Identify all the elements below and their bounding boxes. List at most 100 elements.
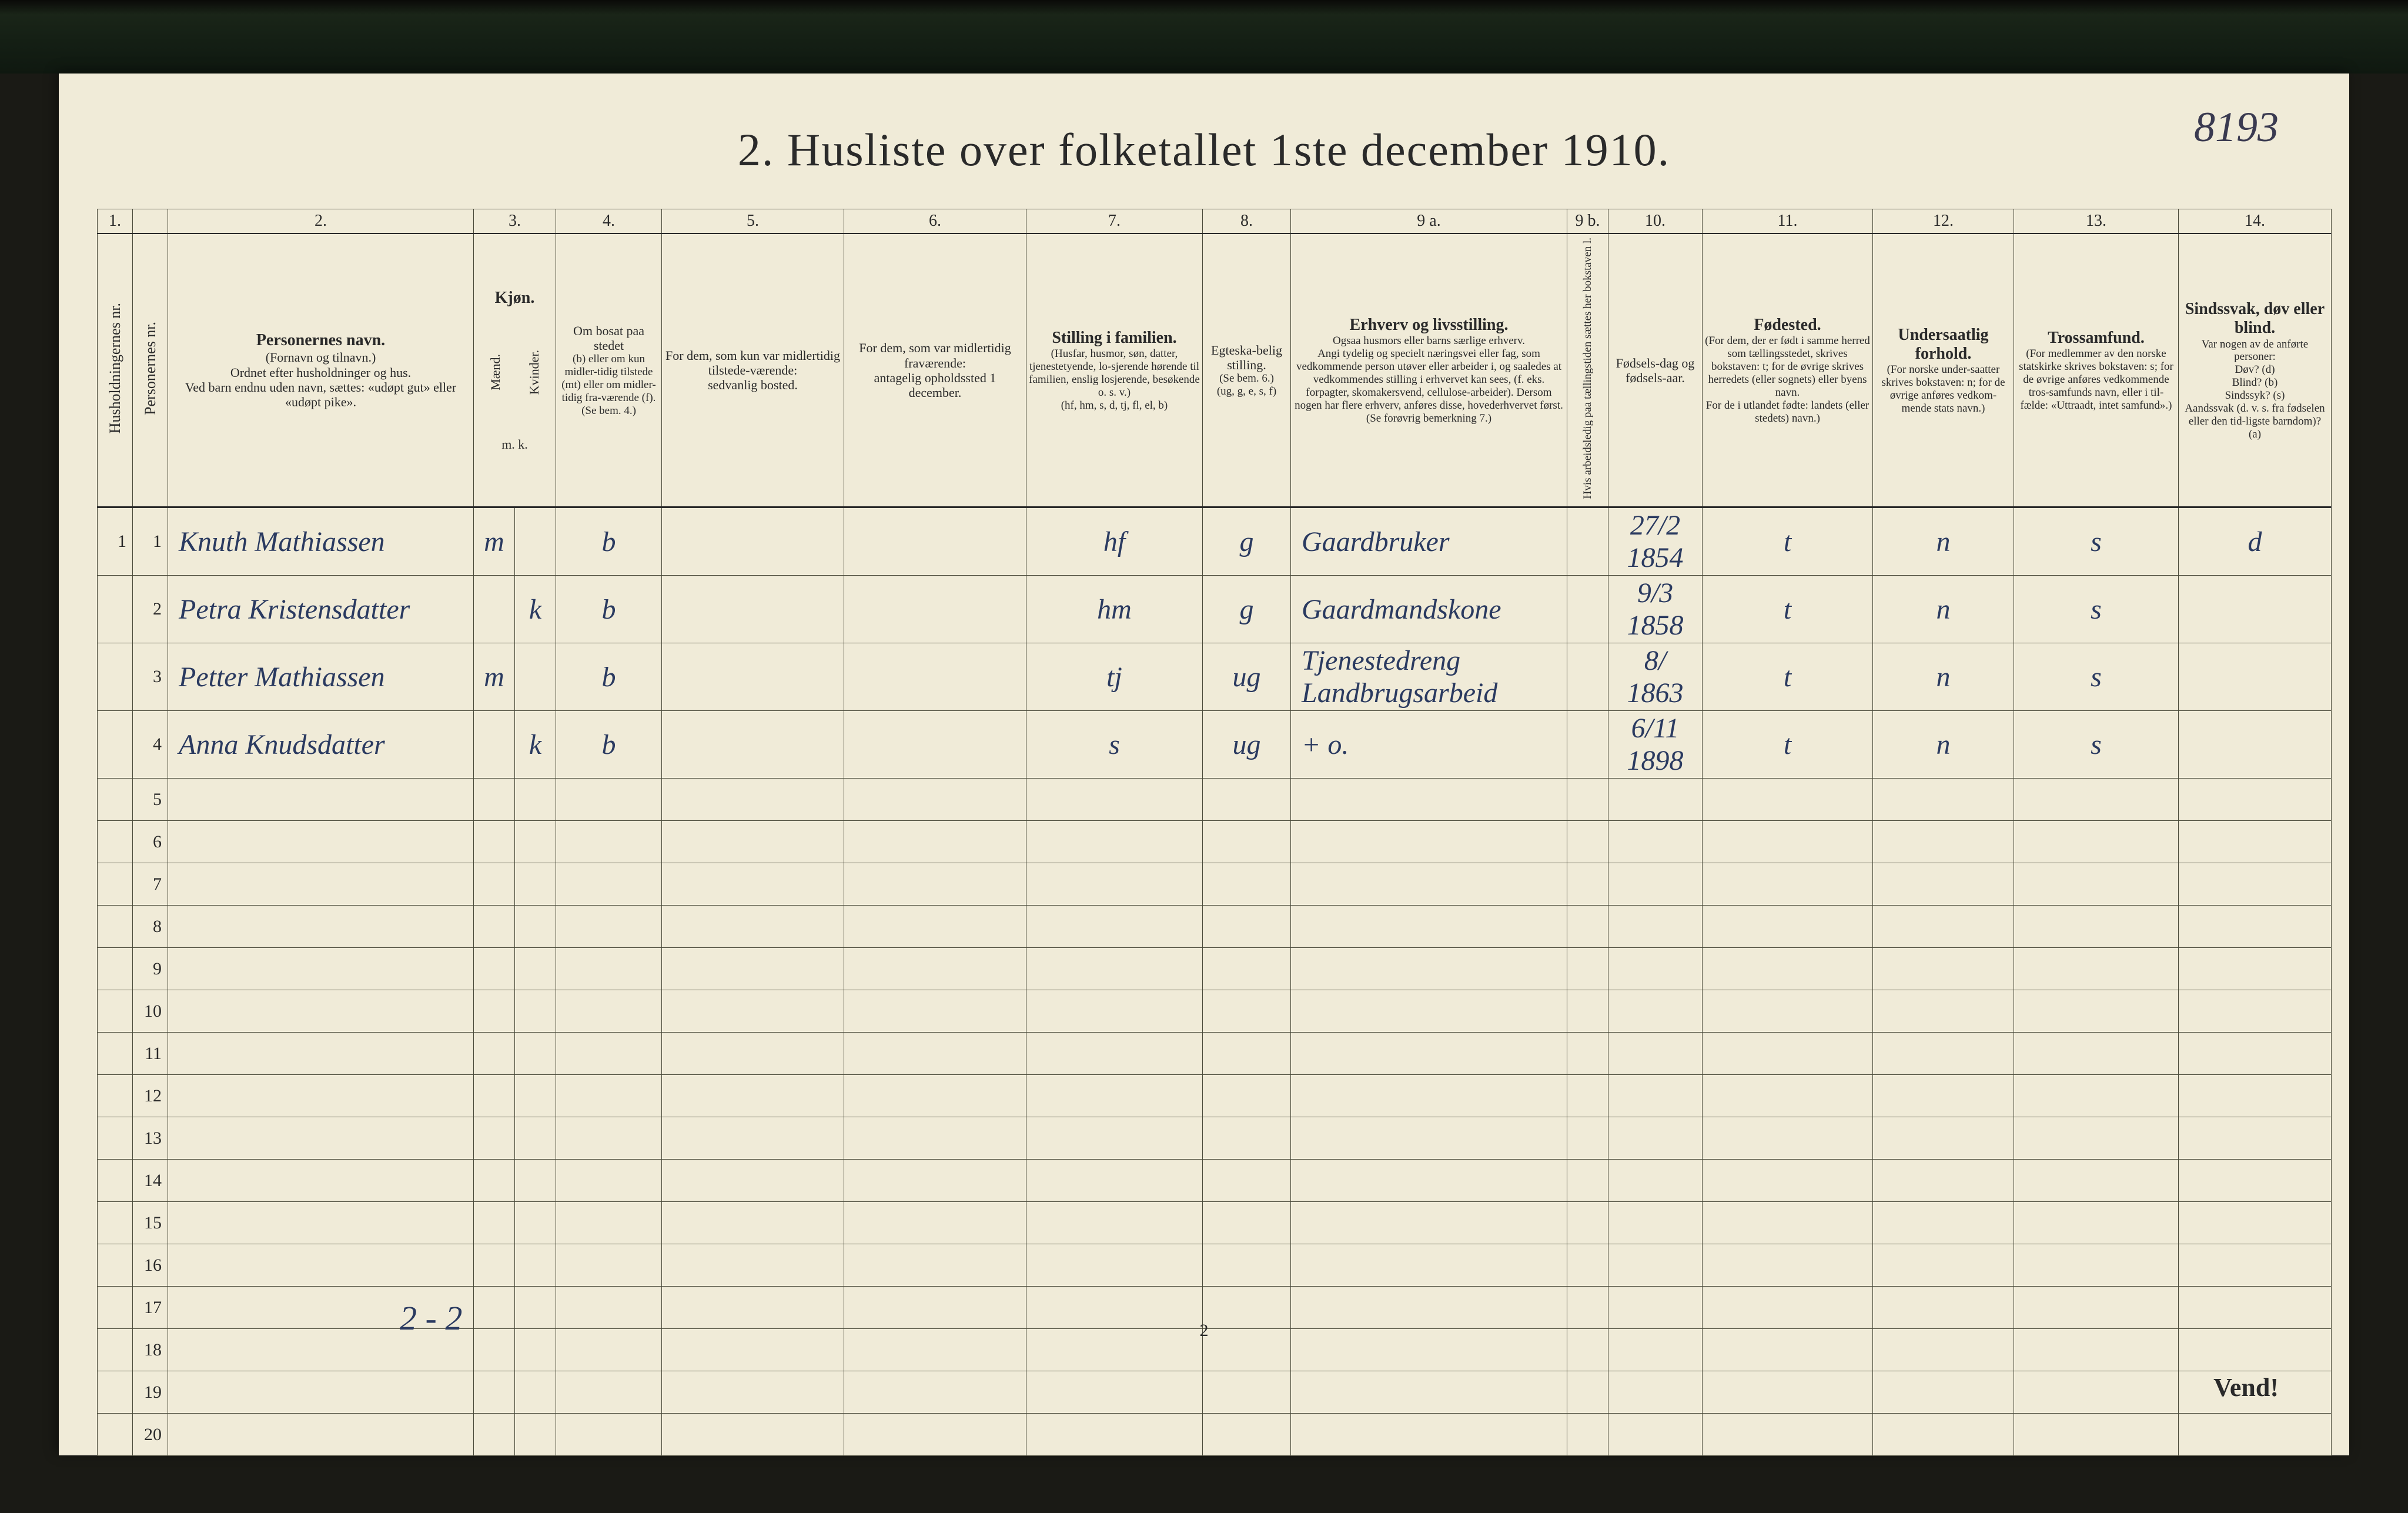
cell: 16 <box>133 1244 168 1287</box>
hdr-disability: Sindssvak, døv eller blind. Var nogen av… <box>2179 233 2332 507</box>
hdr-sex-k: Kvinder. <box>527 350 541 395</box>
hdr-sex-foot: m. k. <box>476 437 553 452</box>
cell <box>1703 1287 1873 1329</box>
cell <box>515 906 556 948</box>
cell <box>1873 1117 2014 1160</box>
cell <box>1608 1075 1703 1117</box>
hdr-dis-sub: Var nogen av de anførte personer: Døv? (… <box>2181 338 2329 441</box>
cell <box>1873 1414 2014 1456</box>
cell <box>474 1244 515 1287</box>
cell <box>2014 1202 2179 1244</box>
cell <box>1291 1329 1567 1371</box>
census-table-wrap: 1. 2. 3. 4. 5. 6. 7. 8. 9 a. 9 b. 10. 11… <box>97 209 2311 1456</box>
cell <box>2014 1160 2179 1202</box>
cell <box>844 1033 1026 1075</box>
cell <box>515 643 556 711</box>
cell: n <box>1873 711 2014 779</box>
cell <box>474 821 515 863</box>
hdr-bp-title: Fødested. <box>1705 316 1870 335</box>
cell <box>98 779 133 821</box>
cell <box>98 1033 133 1075</box>
cell <box>1291 1033 1567 1075</box>
hdr-fam-title: Stilling i familien. <box>1029 329 1200 348</box>
cell <box>98 1244 133 1287</box>
cell <box>1291 821 1567 863</box>
cell <box>1567 779 1608 821</box>
hdr-temp-sub: sedvanlig bosted. <box>664 378 841 392</box>
cell <box>168 1117 474 1160</box>
cell <box>556 1202 662 1244</box>
column-header-row: Husholdningernes nr. Personernes nr. Per… <box>98 233 2332 507</box>
cell <box>662 711 844 779</box>
cell <box>2014 948 2179 990</box>
cell <box>2179 643 2332 711</box>
cell <box>2179 1117 2332 1160</box>
cell <box>556 821 662 863</box>
cell: Petra Kristensdatter <box>168 576 474 643</box>
cell <box>1567 711 1608 779</box>
cell <box>515 990 556 1033</box>
cell <box>1291 1287 1567 1329</box>
cell <box>474 863 515 906</box>
cell <box>556 1371 662 1414</box>
cell <box>1026 1075 1203 1117</box>
colnum-10: 10. <box>1608 209 1703 234</box>
cell <box>1873 1329 2014 1371</box>
cell: 20 <box>133 1414 168 1456</box>
cell <box>1873 1287 2014 1329</box>
cell <box>515 863 556 906</box>
cell <box>1608 990 1703 1033</box>
cell: Gaardbruker <box>1291 507 1567 576</box>
cell <box>1203 1117 1291 1160</box>
cell: 10 <box>133 990 168 1033</box>
cell <box>474 1160 515 1202</box>
cell <box>474 1075 515 1117</box>
cell: k <box>515 576 556 643</box>
hdr-occ-sub: Ogsaa husmors eller barns særlige erhver… <box>1293 335 1564 425</box>
cell <box>515 1287 556 1329</box>
cell <box>1567 948 1608 990</box>
cell <box>1567 1202 1608 1244</box>
cell <box>1703 863 1873 906</box>
cell <box>2014 906 2179 948</box>
cell <box>2179 1033 2332 1075</box>
cell: m <box>474 643 515 711</box>
cell: b <box>556 643 662 711</box>
cell <box>844 1075 1026 1117</box>
cell <box>1291 863 1567 906</box>
cell <box>1203 1244 1291 1287</box>
hdr-abs-title: For dem, som var midlertidig fraværende: <box>847 340 1024 370</box>
cell <box>844 1371 1026 1414</box>
colnum-4: 4. <box>556 209 662 234</box>
cell <box>2179 1287 2332 1329</box>
cell <box>1203 779 1291 821</box>
cell <box>1026 1117 1203 1160</box>
cell: 6/11 1898 <box>1608 711 1703 779</box>
cell <box>1291 948 1567 990</box>
cell <box>1567 1371 1608 1414</box>
cell: 15 <box>133 1202 168 1244</box>
cell <box>844 711 1026 779</box>
table-row: 5 <box>98 779 2332 821</box>
table-row: 3Petter MathiassenmbtjugTjenestedreng La… <box>98 643 2332 711</box>
cell <box>1608 1160 1703 1202</box>
table-row: 20 <box>98 1414 2332 1456</box>
cell <box>474 711 515 779</box>
cell <box>1608 1202 1703 1244</box>
cell <box>515 948 556 990</box>
hdr-unemployed: Hvis arbeidsledig paa tællingstiden sætt… <box>1567 233 1608 507</box>
table-row: 9 <box>98 948 2332 990</box>
cell <box>474 576 515 643</box>
cell <box>844 1329 1026 1371</box>
cell <box>2014 1033 2179 1075</box>
footer-handwritten-tally: 2 - 2 <box>400 1298 462 1338</box>
cell <box>1873 1202 2014 1244</box>
cell: Tjenestedreng Landbrugsarbeid <box>1291 643 1567 711</box>
cell <box>1026 1244 1203 1287</box>
cell <box>1203 1160 1291 1202</box>
cell <box>1608 863 1703 906</box>
cell <box>474 1371 515 1414</box>
cell <box>2014 1414 2179 1456</box>
cell: 4 <box>133 711 168 779</box>
colnum-7: 7. <box>1026 209 1203 234</box>
